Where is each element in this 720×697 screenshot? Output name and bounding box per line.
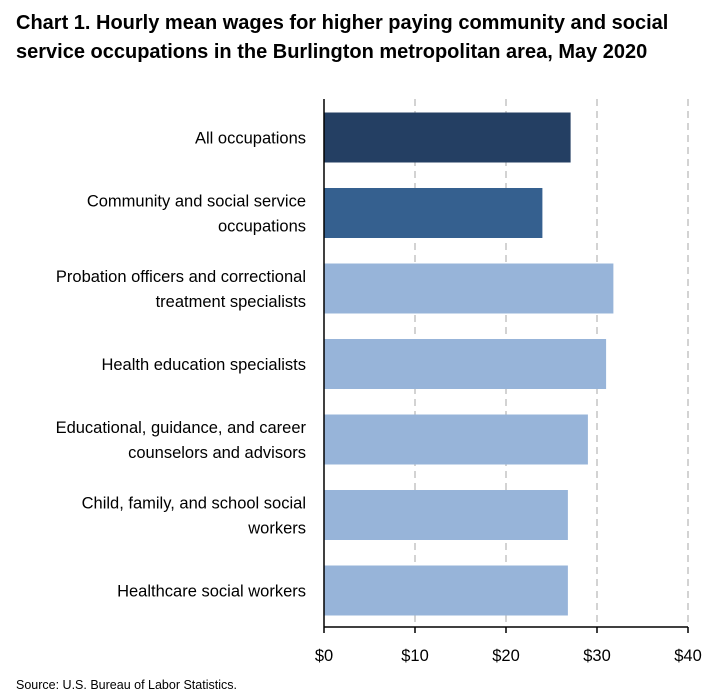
bars <box>324 112 614 616</box>
bar-4 <box>324 414 588 465</box>
x-tick-label: $20 <box>492 647 520 665</box>
axes <box>323 99 689 633</box>
category-label: occupations <box>218 218 306 236</box>
bar-5 <box>324 490 568 540</box>
source-note: Source: U.S. Bureau of Labor Statistics. <box>16 678 237 692</box>
category-label: Healthcare social workers <box>117 583 306 601</box>
x-tick-label: $0 <box>315 647 333 665</box>
category-label: Community and social service <box>87 193 306 211</box>
tick-labels: $0 $10 $20 $30 $40 <box>315 647 702 665</box>
category-label: Probation officers and correctional <box>56 268 306 286</box>
x-tick-label: $40 <box>674 647 702 665</box>
bar-1 <box>324 188 543 238</box>
category-label: treatment specialists <box>156 293 306 311</box>
category-label: workers <box>247 520 306 538</box>
x-tick-label: $30 <box>583 647 611 665</box>
bar-6 <box>324 565 568 616</box>
category-label: Health education specialists <box>101 356 306 374</box>
bar-0 <box>324 112 571 163</box>
bar-3 <box>324 339 607 389</box>
bar-2 <box>324 263 614 314</box>
category-label: All occupations <box>195 130 306 148</box>
category-label: Child, family, and school social <box>82 495 306 513</box>
chart-title: Chart 1. Hourly mean wages for higher pa… <box>16 12 669 63</box>
category-label: Educational, guidance, and career <box>56 419 307 437</box>
x-tick-label: $10 <box>401 647 429 665</box>
category-label: counselors and advisors <box>128 444 306 462</box>
category-labels: All occupations Community and social serv… <box>56 130 307 601</box>
